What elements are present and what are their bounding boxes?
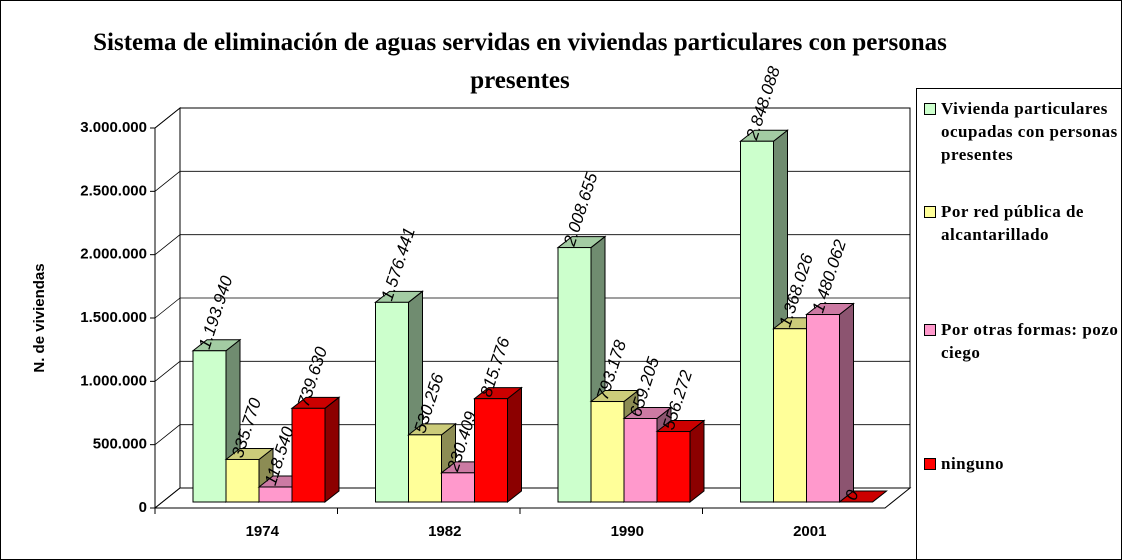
bar-front [474,398,508,503]
bar-side [689,419,705,504]
legend-label: Por otras formas: pozo ciego [941,320,1119,362]
x-tick-label: 1974 [246,523,280,540]
bar-front [806,314,840,503]
grid-line [154,297,910,319]
grid-line [154,170,910,192]
y-tick-label: 500.000 [93,436,147,453]
legend-swatch [924,103,936,115]
bar-front [258,486,293,503]
legend-swatch [924,206,936,218]
y-axis-label: N. de viviendas [31,263,48,372]
legend-swatch [924,458,936,470]
x-tick-label: 2001 [793,523,826,540]
bar-top [838,490,888,503]
bar-front [192,350,227,503]
grid-line [154,234,910,255]
bar-front [623,418,658,503]
bar-front [225,458,260,503]
bar [838,490,888,503]
grid-line [154,107,910,129]
x-tick-label: 1982 [428,523,461,540]
legend-label: Por red pública de alcantarillado [941,202,1084,244]
y-tick-label: 1.500.000 [80,309,147,326]
bar [191,338,242,504]
legend-label: Vivienda particulares ocupadas con perso… [941,99,1118,164]
bar-side [839,302,854,504]
bar-front [773,328,807,503]
legend-swatch [924,324,936,336]
chart-title: Sistema de eliminación de aguas servidas… [93,29,947,94]
bar-front [656,431,691,503]
y-tick-label: 1.000.000 [80,372,147,389]
bar [290,396,341,504]
y-tick-label: 2.000.000 [80,246,147,263]
legend-box [916,88,1122,560]
bar-front [375,301,409,503]
y-tick-label: 0 [139,499,147,516]
legend-label: ninguno [941,454,1005,473]
bar-front [557,247,592,503]
bar-front [590,401,625,503]
y-tick-label: 3.000.000 [80,119,147,136]
bar-front [291,407,326,503]
bar [655,419,706,504]
bar-front [740,140,774,503]
bar-side [507,386,522,504]
bar [473,386,523,504]
grid-line [154,360,910,382]
bar-front [408,434,442,503]
bar-side [324,396,340,504]
y-tick-label: 2.500.000 [80,182,147,199]
bar [805,302,855,504]
bar-front [441,472,475,503]
x-tick-label: 1990 [611,523,644,540]
